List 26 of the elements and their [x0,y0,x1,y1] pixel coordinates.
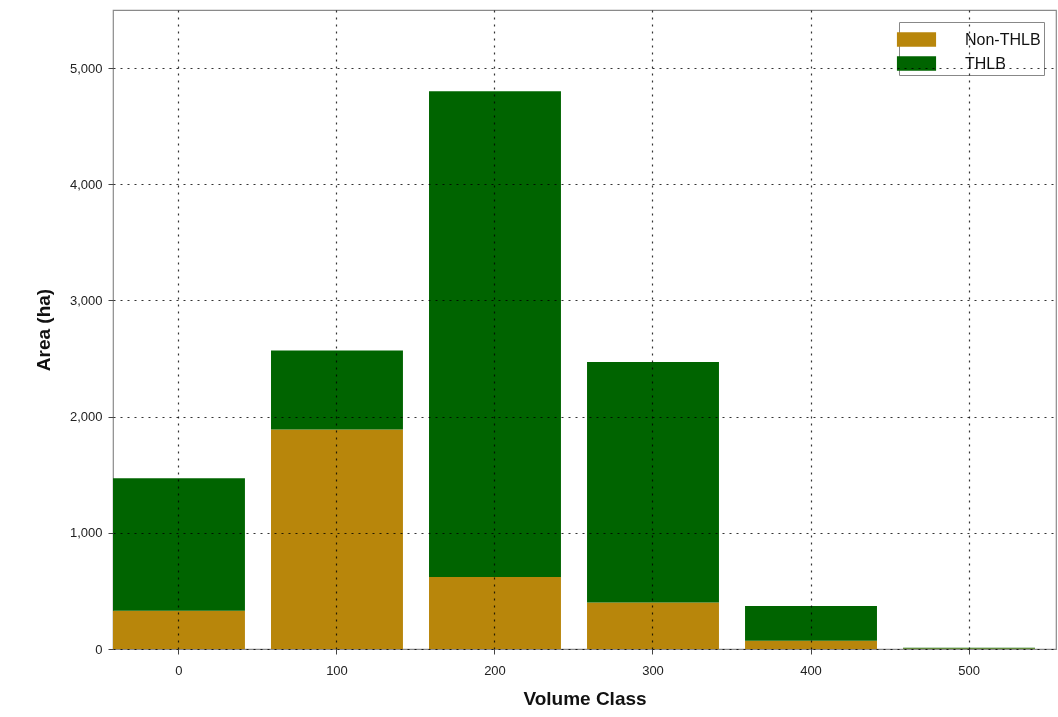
legend-label: Non-THLB [965,30,1041,48]
bar [745,606,877,641]
y-tick-label: 1,000 [69,525,103,541]
x-tick-label: 100 [326,662,348,678]
bar [745,640,877,649]
bar [429,91,561,577]
x-tick-label: 500 [958,662,980,678]
x-tick-label: 300 [642,662,664,678]
bar [429,576,561,649]
y-axis-title: Area (ha) [32,288,54,372]
y-tick-label: 3,000 [69,292,103,308]
x-tick-label: 0 [175,662,183,678]
x-axis-title: Volume Class [523,687,647,709]
y-tick-label: 0 [95,641,103,657]
bar [587,362,719,603]
x-tick-label: 400 [800,662,822,678]
y-tick-label: 4,000 [69,176,103,192]
x-tick-label: 200 [484,662,506,678]
bar [271,429,403,649]
bar [271,350,403,430]
y-tick-label: 5,000 [69,60,103,76]
bar [587,602,719,649]
bar [113,610,245,649]
bar [113,478,245,611]
legend-label: THLB [965,54,1006,72]
y-tick-label: 2,000 [69,409,103,425]
